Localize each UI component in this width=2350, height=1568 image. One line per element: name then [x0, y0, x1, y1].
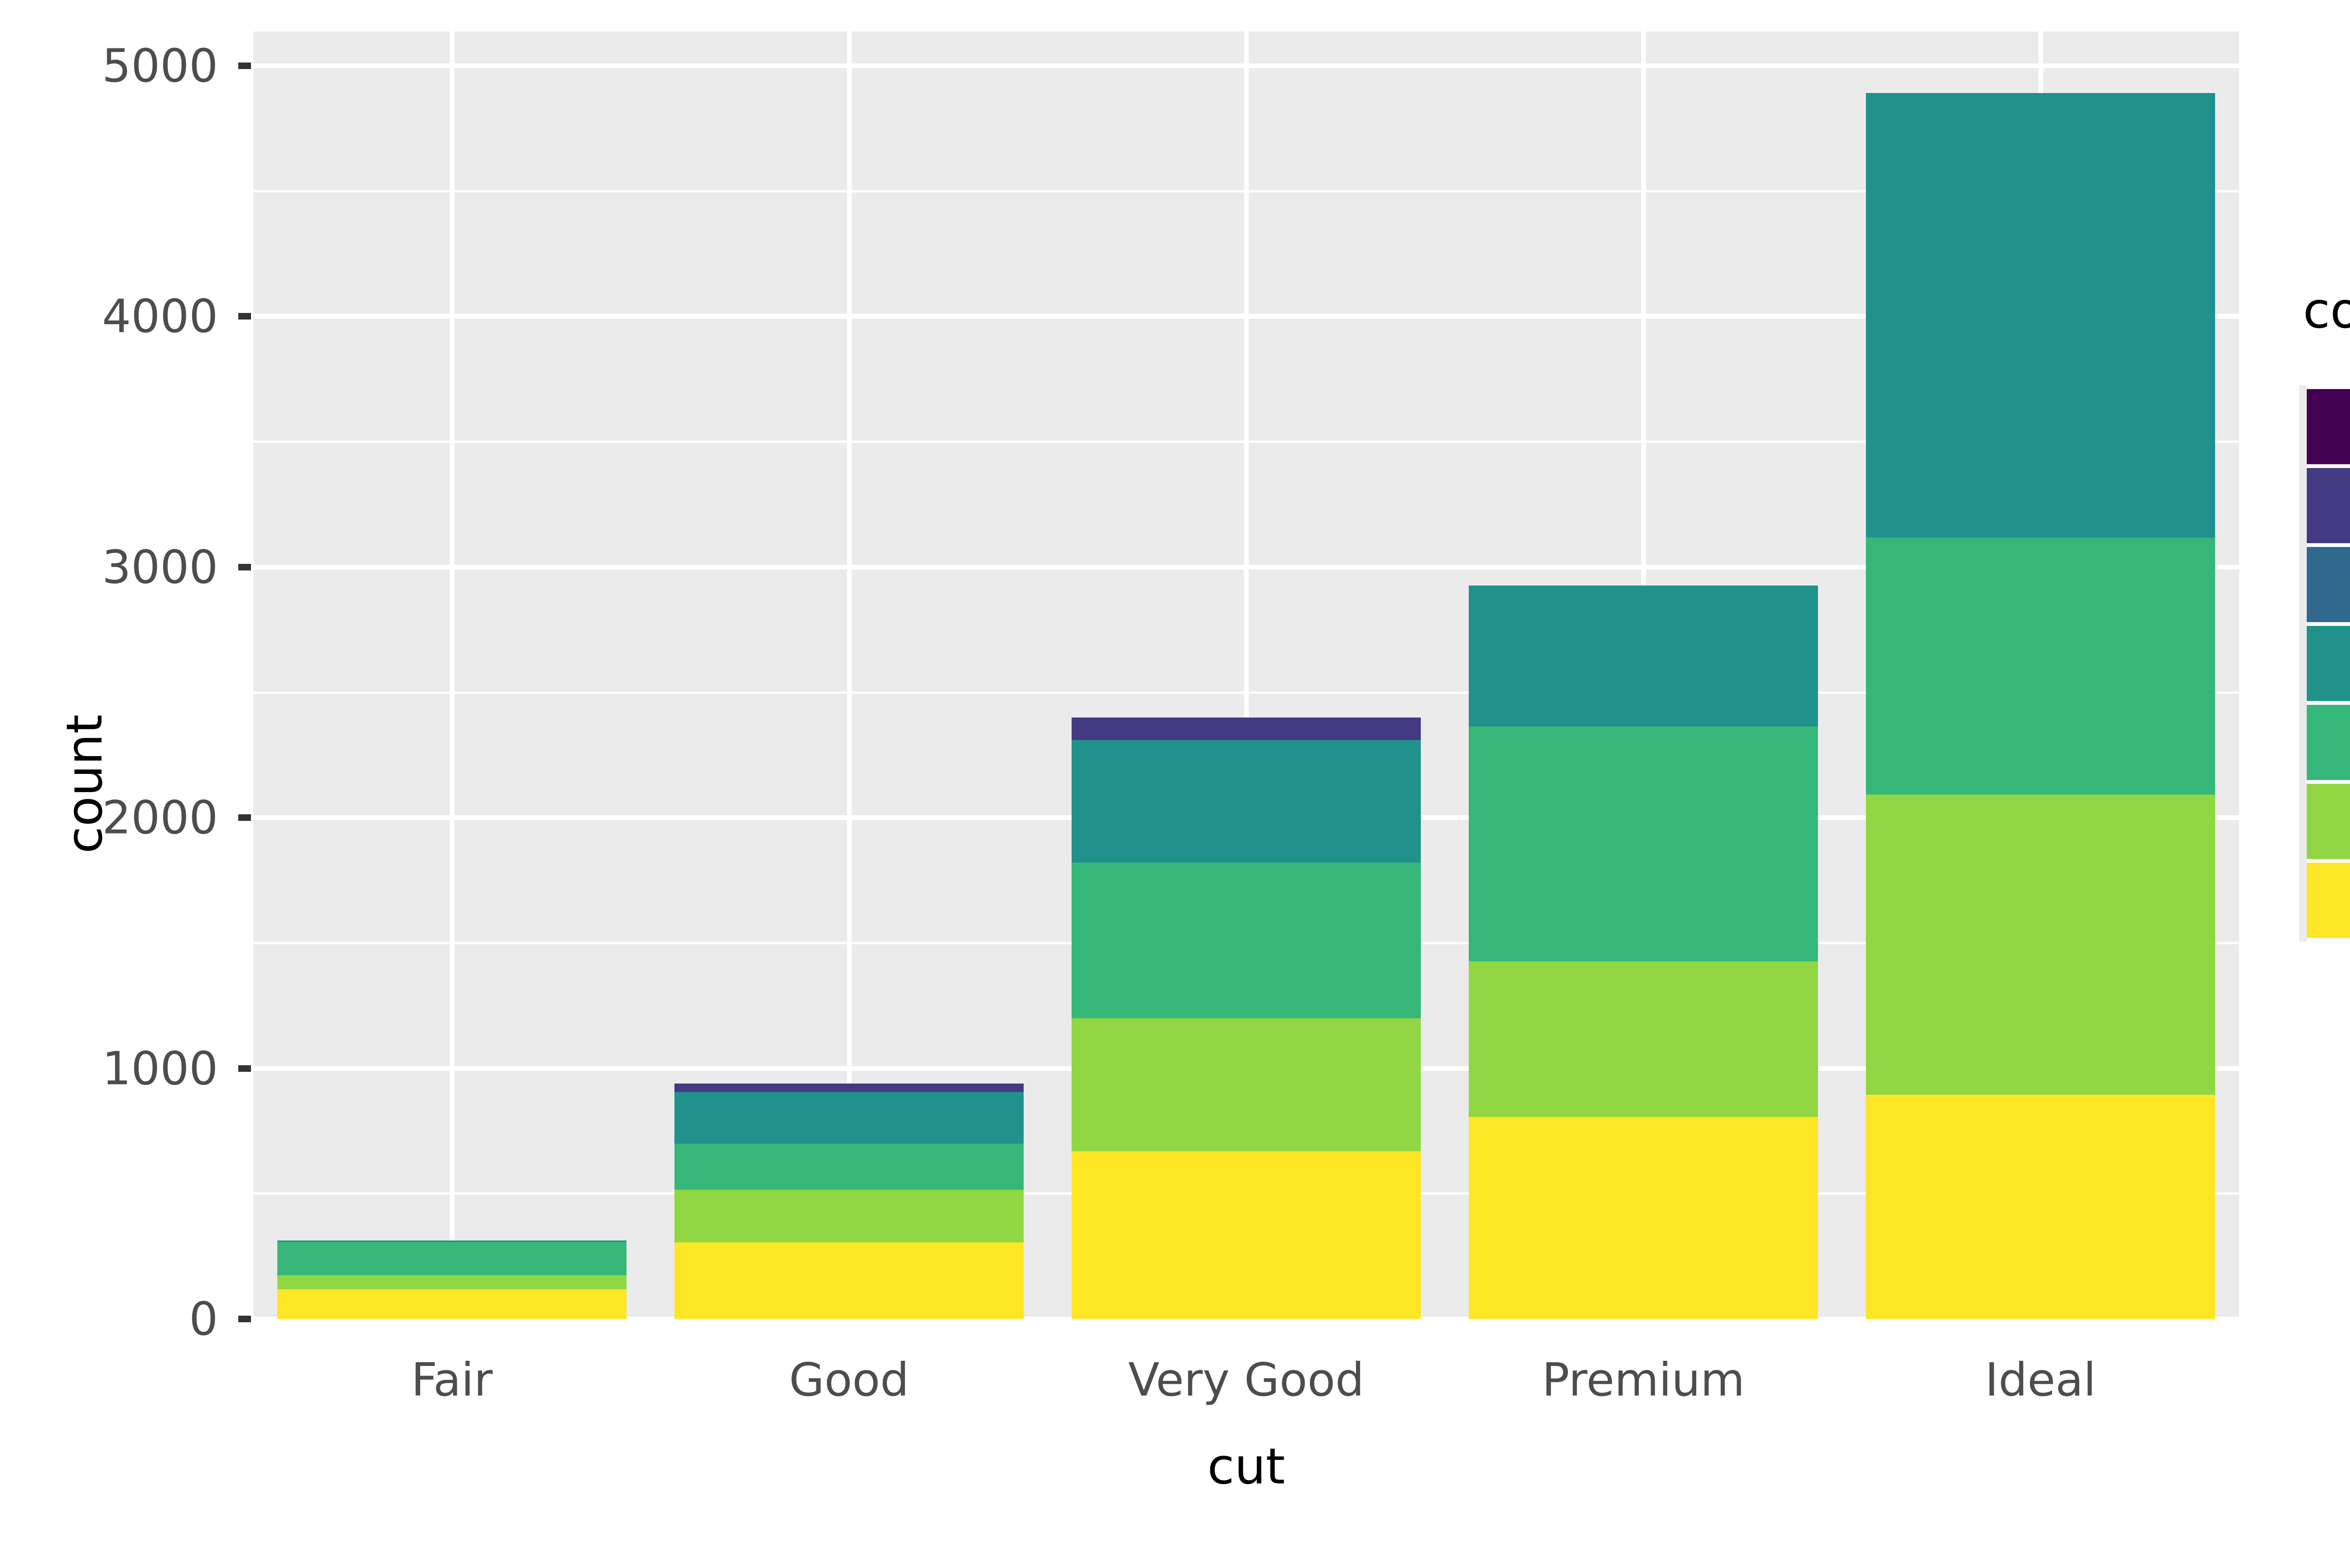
y-tick-label: 5000 [102, 39, 218, 93]
bar-segment [674, 1242, 1024, 1319]
x-tick-label: Premium [1542, 1353, 1745, 1406]
bar-stack [277, 31, 627, 1319]
legend-key-swatch [2307, 705, 2350, 780]
legend-key-list: DEFGHIJ [2299, 385, 2350, 942]
y-tick-label: 4000 [102, 289, 218, 343]
bar-stack [1865, 31, 2216, 1319]
bar-segment [1468, 1116, 1818, 1319]
y-tick-label: 2000 [102, 791, 218, 844]
y-tick-mark [238, 563, 251, 570]
gridline-major-x [1244, 31, 1249, 1319]
y-tick-mark [238, 62, 251, 69]
bar-stack [674, 31, 1024, 1319]
bar-segment [674, 1083, 1024, 1092]
bar-segment [1468, 726, 1818, 961]
bar-segment [277, 1240, 627, 1242]
legend-key-swatch [2307, 468, 2350, 543]
bar-segment [1071, 1151, 1421, 1319]
y-tick-label: 1000 [102, 1042, 218, 1095]
legend-key-swatch [2307, 389, 2350, 464]
bar-segment [1071, 740, 1421, 863]
bar-segment [674, 1190, 1024, 1243]
bar-stack [1468, 31, 1818, 1319]
bar-segment [1071, 863, 1421, 1018]
bar-segment [277, 1242, 627, 1275]
bar-segment [1468, 585, 1818, 727]
bar-segment [1468, 961, 1818, 1117]
bar-segment [1865, 537, 2216, 795]
x-tick-label: Ideal [1985, 1353, 2096, 1406]
legend-title: color [2303, 282, 2350, 339]
plot-panel [253, 31, 2239, 1319]
x-tick-label: Very Good [1128, 1353, 1364, 1406]
x-tick-label: Fair [411, 1353, 493, 1406]
bar-stack [1071, 31, 1421, 1319]
bar-segment [1865, 93, 2216, 538]
bar-segment [1865, 795, 2216, 1095]
y-tick-label: 3000 [102, 540, 218, 594]
bar-segment [1071, 1018, 1421, 1151]
x-axis-title: cut [1207, 1438, 1285, 1495]
bar-segment [674, 1092, 1024, 1144]
legend-key-swatch [2307, 626, 2350, 701]
bar-segment [277, 1289, 627, 1319]
legend-key-swatch [2307, 547, 2350, 622]
bar-segment [1071, 717, 1421, 740]
y-tick-mark [238, 1065, 251, 1072]
y-tick-label: 0 [189, 1292, 218, 1346]
legend-key-swatch [2307, 784, 2350, 859]
gridline-major-x [846, 31, 852, 1319]
bar-segment [674, 1143, 1024, 1190]
bar-segment [277, 1275, 627, 1290]
y-tick-mark [238, 313, 251, 320]
x-tick-label: Good [789, 1353, 909, 1406]
bar-segment [1865, 1095, 2216, 1319]
y-tick-mark [238, 1316, 251, 1322]
y-tick-mark [238, 814, 251, 821]
legend-key-swatch [2307, 863, 2350, 938]
gridline-major-x [449, 31, 454, 1319]
